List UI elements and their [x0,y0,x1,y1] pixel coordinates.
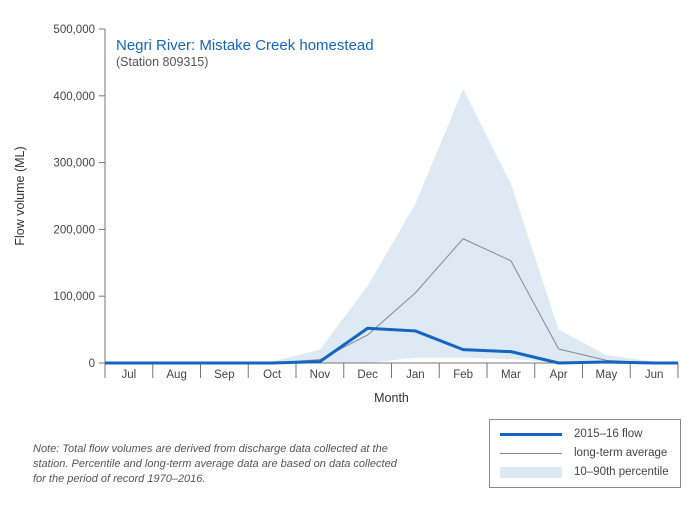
x-tick-label: Nov [310,369,331,381]
percentile-band-layer [128,89,655,364]
chart-title: Negri River: Mistake Creek homestead [116,37,374,54]
x-tick-label: Aug [166,369,186,381]
y-tick-label: 300,000 [53,158,95,170]
y-tick-label: 100,000 [53,291,95,303]
y-tick-label: 400,000 [53,91,95,103]
x-tick-label: Sep [214,369,234,381]
x-tick-label: Mar [501,369,521,381]
chart-subtitle: (Station 809315) [116,55,209,69]
x-tick-label: Feb [453,369,473,381]
y-tick-label: 0 [89,358,95,370]
x-tick-label: May [596,369,618,381]
legend-label-flow: 2015–16 flow [574,428,643,440]
x-tick-label: Jan [406,369,425,381]
legend-swatch-average [500,447,562,459]
legend-item-average: long-term average [500,445,667,461]
x-tick-label: Jun [645,369,664,381]
y-tick-label: 500,000 [53,24,95,36]
x-axis-label: Month [374,391,409,405]
x-tick-label: Oct [263,369,282,381]
legend-item-flow: 2015–16 flow [500,426,642,442]
footnote: Note: Total flow volumes are derived fro… [33,443,397,485]
series-lines [105,238,678,365]
x-tick-label: Dec [357,369,378,381]
legend: 2015–16 flow long-term average 10–90th p… [489,419,681,488]
series-line-2015-16-flow [105,326,678,365]
x-tick-label: Jul [122,369,137,381]
legend-swatch-percentile [500,466,562,478]
axes: 0 100,000 200,000 300,000 400,000 500,000 Jul A… [13,24,679,405]
legend-item-percentile: 10–90th percentile [500,464,669,480]
x-tick-label: Apr [550,369,568,381]
legend-label-average: long-term average [574,447,668,459]
legend-label-percentile: 10–90th percentile [574,466,669,478]
legend-swatch-flow [500,428,562,440]
y-tick-label: 200,000 [53,224,95,236]
percentile-band [128,89,655,364]
y-axis-label: Flow volume (ML) [13,146,27,245]
